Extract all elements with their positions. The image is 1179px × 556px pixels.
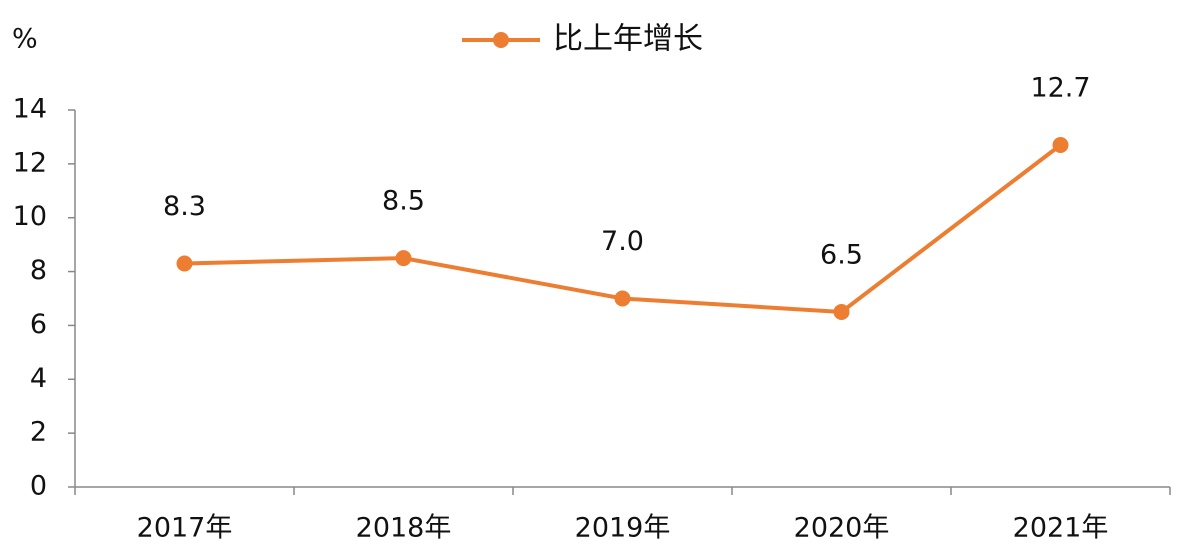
point (176, 255, 193, 272)
y-tick-label: 2 (30, 417, 47, 448)
y-tick-label: 12 (13, 147, 47, 178)
value-label: 8.5 (382, 186, 425, 217)
point (614, 290, 631, 307)
x-tick-label: 2020年 (794, 513, 890, 544)
y-tick-label: 4 (30, 363, 47, 394)
point (1052, 137, 1069, 154)
y-tick-label: 6 (30, 309, 47, 340)
value-label: 12.7 (1030, 73, 1090, 104)
value-label: 8.3 (163, 191, 206, 222)
x-tick-label: 2021年 (1013, 513, 1109, 544)
y-tick-label: 8 (30, 255, 47, 286)
value-label: 6.5 (820, 239, 863, 270)
value-label: 7.0 (601, 226, 644, 257)
point (833, 303, 850, 320)
legend-marker (493, 32, 509, 48)
legend-label: 比上年增长 (553, 22, 703, 57)
y-tick-label: 14 (13, 94, 47, 125)
x-tick-label: 2017年 (137, 513, 233, 544)
point (395, 250, 412, 267)
x-tick-label: 2019年 (575, 513, 671, 544)
y-tick-label: 10 (13, 201, 47, 232)
y-axis-label: % (12, 24, 38, 55)
x-tick-label: 2018年 (356, 513, 452, 544)
y-tick-label: 0 (30, 471, 47, 502)
